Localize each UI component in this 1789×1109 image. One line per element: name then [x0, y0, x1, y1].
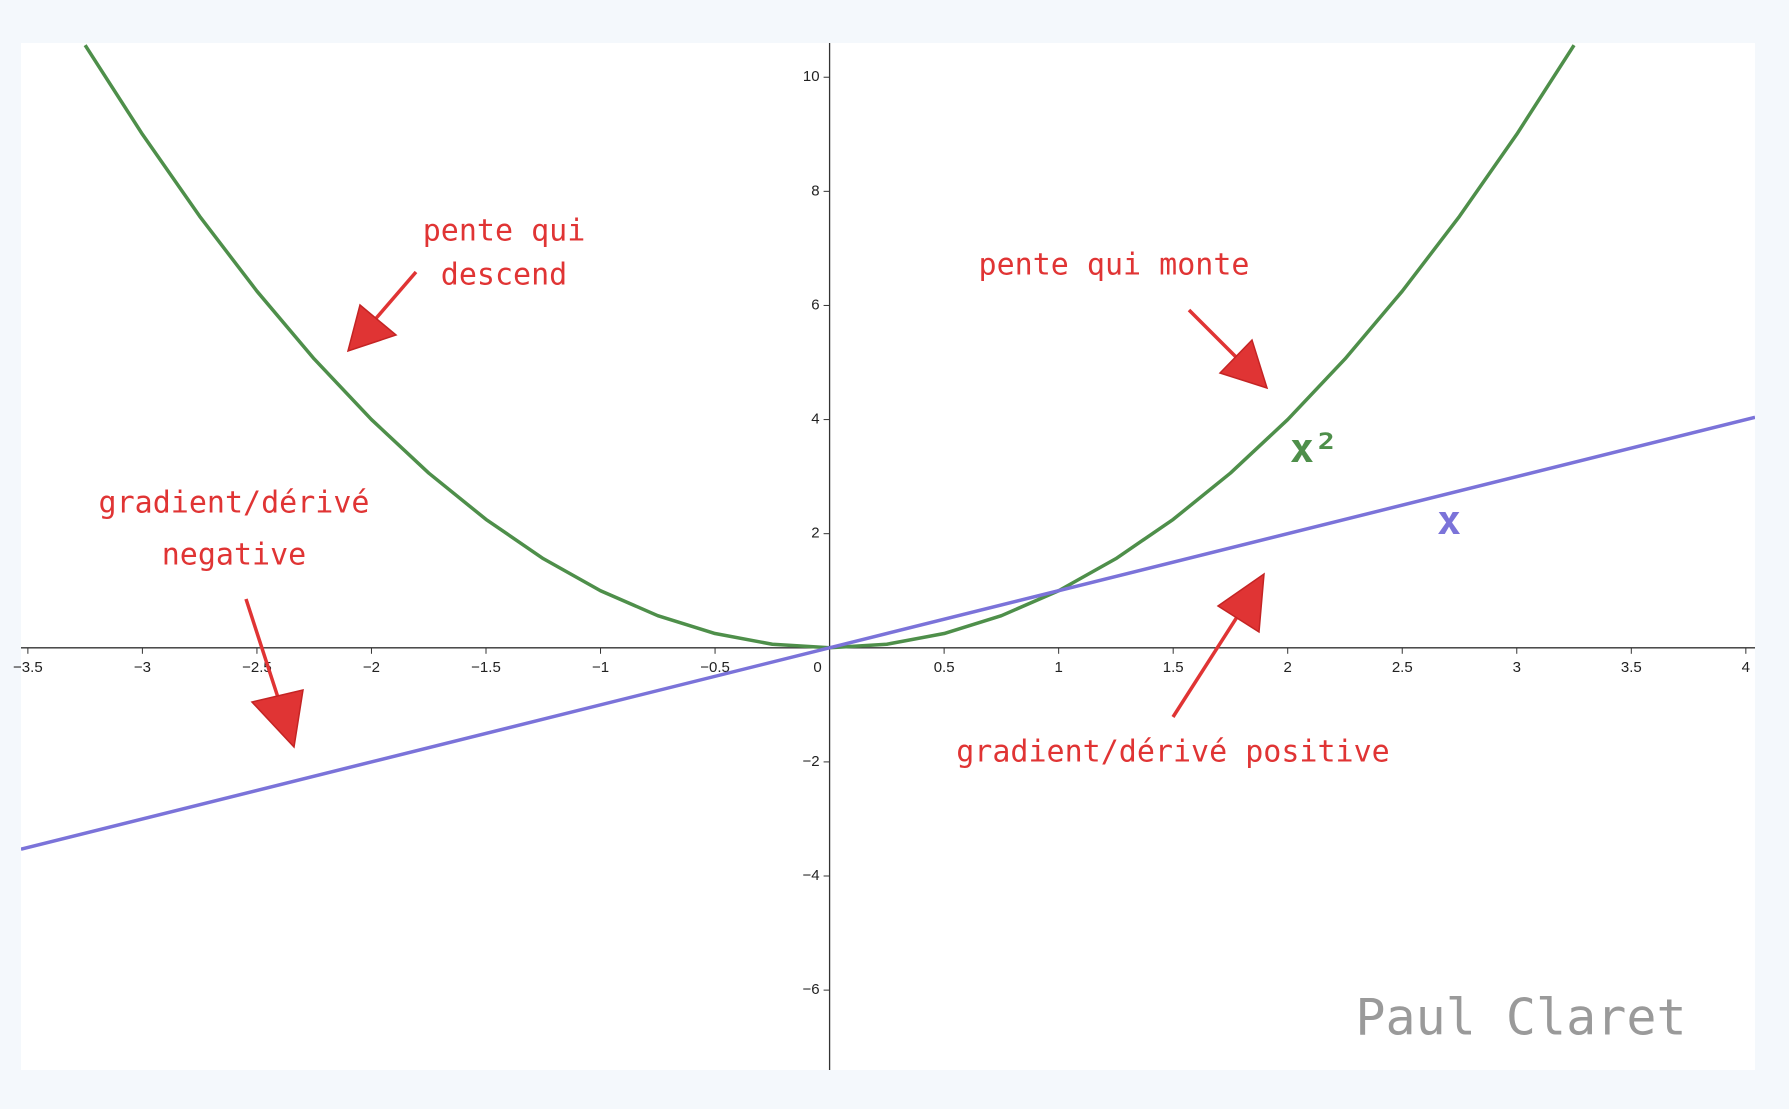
y-tick-label: −4	[802, 867, 819, 884]
x-tick-label: −1.5	[471, 659, 501, 676]
x-tick-label: −3.5	[13, 659, 43, 676]
arrow	[346, 270, 418, 353]
y-tick-label: 6	[811, 296, 819, 313]
plot-area	[21, 43, 1755, 1070]
x-tick-label: 0.5	[934, 659, 955, 676]
arrow	[1187, 308, 1269, 390]
x-tick-label: −2	[363, 659, 380, 676]
annotation: descend	[441, 258, 567, 293]
y-tick-label: 10	[803, 68, 820, 85]
y-tick-label: 2	[811, 525, 819, 542]
annotation: gradient/dérivé positive	[956, 735, 1389, 770]
x-tick-label: 1	[1054, 659, 1062, 676]
x-tick-label: −3	[134, 659, 151, 676]
x-tick-label: 1.5	[1163, 659, 1184, 676]
annotation: gradient/dérivé	[99, 486, 370, 521]
y-tick-label: 4	[811, 411, 819, 428]
x-tick-label: −0.5	[700, 659, 730, 676]
x-tick-label: −2.5	[242, 659, 272, 676]
x-tick-label: 3.5	[1621, 659, 1642, 676]
x-tick-label: 2.5	[1392, 659, 1413, 676]
series-label: x	[1437, 498, 1461, 544]
arrow	[244, 598, 304, 749]
x-tick-label: 4	[1742, 659, 1750, 676]
x-tick-label: −1	[592, 659, 609, 676]
y-tick-label: 8	[811, 182, 819, 199]
x-tick-label: 3	[1513, 659, 1521, 676]
annotation: pente qui monte	[979, 248, 1250, 283]
annotation: pente qui	[423, 214, 586, 249]
x-tick-label: 2	[1284, 659, 1292, 676]
series-group	[21, 44, 1755, 851]
annotation: negative	[162, 538, 307, 573]
series-line	[21, 415, 1755, 851]
series-label: x²	[1290, 426, 1338, 472]
arrow	[1171, 572, 1265, 718]
plot: −3.5 −3 −2.5 −2 −1.5 −1 −0.5 0 0.5 1 1.5 2 2.5 3 3.5 4 −…	[13, 43, 1755, 1070]
x-tick-label: 0	[813, 659, 821, 676]
y-tick-label: −2	[802, 753, 819, 770]
watermark: Paul Claret	[1355, 989, 1686, 1047]
y-tick-label: −6	[802, 981, 819, 998]
